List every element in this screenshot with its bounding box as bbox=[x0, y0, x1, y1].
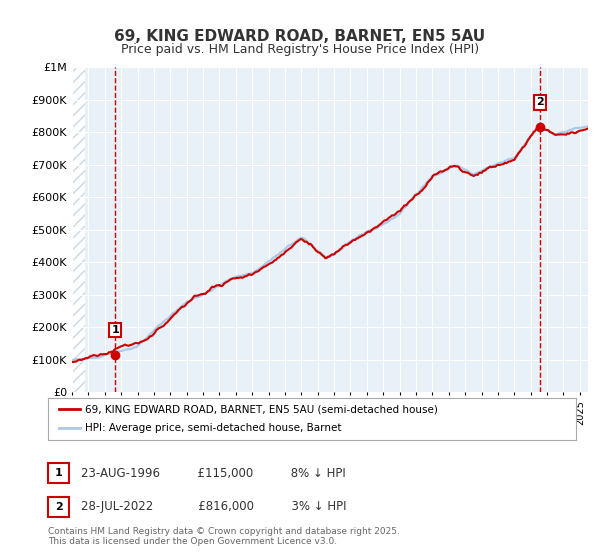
Text: 1: 1 bbox=[112, 325, 119, 335]
Text: Price paid vs. HM Land Registry's House Price Index (HPI): Price paid vs. HM Land Registry's House … bbox=[121, 43, 479, 56]
Text: 69, KING EDWARD ROAD, BARNET, EN5 5AU (semi-detached house): 69, KING EDWARD ROAD, BARNET, EN5 5AU (s… bbox=[85, 404, 438, 414]
Text: Contains HM Land Registry data © Crown copyright and database right 2025.
This d: Contains HM Land Registry data © Crown c… bbox=[48, 526, 400, 546]
Text: HPI: Average price, semi-detached house, Barnet: HPI: Average price, semi-detached house,… bbox=[85, 423, 341, 433]
Text: 23-AUG-1996          £115,000          8% ↓ HPI: 23-AUG-1996 £115,000 8% ↓ HPI bbox=[81, 466, 346, 480]
Text: 69, KING EDWARD ROAD, BARNET, EN5 5AU: 69, KING EDWARD ROAD, BARNET, EN5 5AU bbox=[115, 29, 485, 44]
Text: 28-JUL-2022            £816,000          3% ↓ HPI: 28-JUL-2022 £816,000 3% ↓ HPI bbox=[81, 500, 347, 514]
Text: 1: 1 bbox=[55, 468, 62, 478]
Text: 2: 2 bbox=[536, 97, 544, 108]
Text: 2: 2 bbox=[55, 502, 62, 512]
